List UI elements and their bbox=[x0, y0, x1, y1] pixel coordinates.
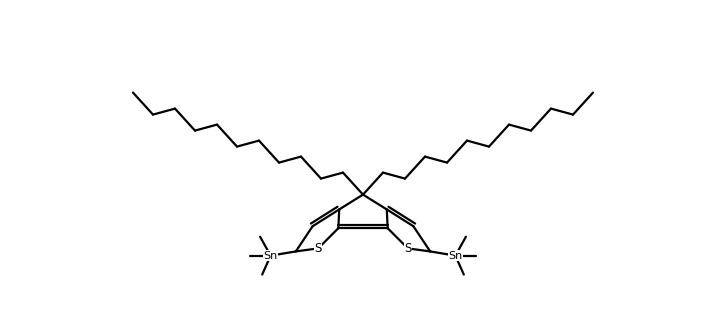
Text: Sn: Sn bbox=[264, 251, 278, 261]
Text: S: S bbox=[404, 242, 412, 255]
Text: Sn: Sn bbox=[448, 251, 462, 261]
Text: S: S bbox=[314, 242, 322, 255]
